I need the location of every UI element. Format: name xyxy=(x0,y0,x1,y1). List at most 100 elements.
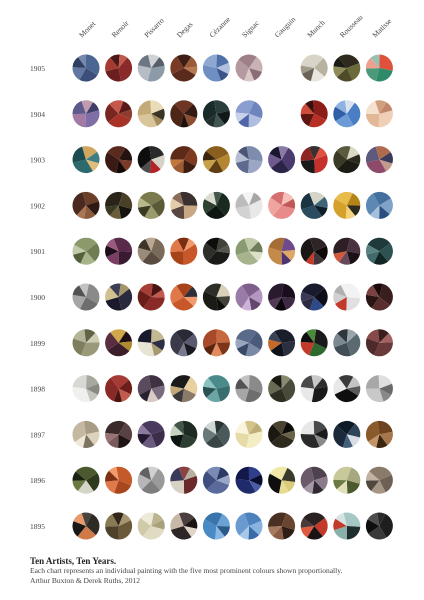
pie-slice xyxy=(170,285,184,304)
pie-slice xyxy=(86,159,99,172)
pie-slice xyxy=(311,375,323,389)
pie-slice xyxy=(170,434,184,448)
pie-slice xyxy=(150,100,164,114)
pie-slice xyxy=(82,191,99,206)
pie-slice xyxy=(333,292,347,304)
pie-slice xyxy=(72,375,87,389)
pie-slice xyxy=(300,375,315,389)
pie-slice xyxy=(86,333,100,343)
painting-pie xyxy=(235,512,263,540)
pie-slice xyxy=(346,146,360,160)
pie-slice xyxy=(141,480,161,494)
pie-slice xyxy=(345,205,356,219)
year-label: 1899 xyxy=(30,339,45,348)
pie-slice xyxy=(216,526,230,537)
pie-slice xyxy=(118,101,132,114)
pie-slice xyxy=(268,297,282,309)
pie-slice xyxy=(183,517,198,529)
pie-slice xyxy=(151,108,165,121)
pie-slice xyxy=(365,480,380,491)
pie-slice xyxy=(183,66,198,75)
pie-slice xyxy=(139,467,152,481)
pie-slice xyxy=(86,243,100,262)
pie-slice xyxy=(249,375,263,394)
pie-slice xyxy=(206,466,221,481)
pie-slice xyxy=(116,159,127,174)
pie-slice xyxy=(179,512,195,526)
painting-pie xyxy=(365,54,393,82)
pie-slice xyxy=(80,342,100,357)
pie-slice xyxy=(236,342,249,356)
pie-slice xyxy=(239,526,249,540)
pie-slice xyxy=(202,65,221,82)
pie-slice xyxy=(335,113,354,128)
painting-pie xyxy=(333,375,361,403)
pie-slice xyxy=(137,205,152,218)
pie-slice xyxy=(379,283,393,306)
pie-slice xyxy=(79,297,98,311)
painting-pie xyxy=(268,237,296,265)
caption: Ten Artists, Ten Years. Each chart repre… xyxy=(30,556,410,586)
pie-slice xyxy=(268,512,287,528)
painting-pie xyxy=(170,237,198,265)
painting-pie xyxy=(235,100,263,128)
pie-slice xyxy=(335,100,347,114)
pie-slice xyxy=(248,526,260,540)
pie-slice xyxy=(205,434,225,448)
pie-slice xyxy=(172,159,184,174)
pie-slice xyxy=(139,283,153,297)
pie-slice xyxy=(245,342,261,357)
year-label: 1895 xyxy=(30,522,45,531)
painting-pie xyxy=(72,146,100,174)
pie-slice xyxy=(365,294,380,309)
pie-slice xyxy=(269,388,287,403)
pie-slice xyxy=(249,474,263,486)
painting-pie xyxy=(300,329,328,357)
painting-pie xyxy=(137,375,165,403)
pie-slice xyxy=(300,54,324,68)
pie-slice xyxy=(170,239,184,252)
pie-slice xyxy=(303,480,315,494)
pie-slice xyxy=(216,297,226,311)
pie-slice xyxy=(74,237,97,252)
pie-slice xyxy=(105,332,119,351)
pie-slice xyxy=(379,474,393,493)
pie-slice xyxy=(300,420,315,435)
pie-slice xyxy=(72,285,86,297)
pie-slice xyxy=(238,146,249,160)
pie-slice xyxy=(81,100,94,114)
pie-slice xyxy=(314,476,328,491)
pie-slice xyxy=(118,288,133,311)
painting-pie xyxy=(72,54,100,82)
pie-slice xyxy=(308,146,321,160)
pie-slice xyxy=(268,153,282,169)
painting-pie xyxy=(202,283,230,311)
pie-slice xyxy=(109,100,124,114)
pie-slice xyxy=(336,420,356,435)
pie-slice xyxy=(249,289,263,304)
pie-slice xyxy=(79,283,89,297)
painting-pie xyxy=(105,54,133,82)
pie-slice xyxy=(116,466,133,486)
pie-slice xyxy=(83,420,100,435)
pie-slice xyxy=(170,375,191,389)
pie-slice xyxy=(118,283,130,297)
pie-slice xyxy=(333,425,347,448)
pie-slice xyxy=(137,113,157,128)
pie-slice xyxy=(365,58,380,69)
pie-slice xyxy=(314,154,328,174)
pie-slice xyxy=(366,159,387,174)
pie-slice xyxy=(108,466,119,481)
painting-pie xyxy=(235,466,263,494)
painting-pie xyxy=(365,512,393,540)
pie-slice xyxy=(183,468,197,481)
pie-slice xyxy=(202,100,217,122)
pie-slice xyxy=(208,375,230,389)
pie-slice xyxy=(268,283,284,301)
painting-pie xyxy=(300,54,328,82)
painting-pie xyxy=(235,420,263,448)
pie-slice xyxy=(105,151,119,173)
pie-slice xyxy=(335,297,347,311)
pie-slice xyxy=(281,251,292,265)
pie-slice xyxy=(272,526,284,540)
